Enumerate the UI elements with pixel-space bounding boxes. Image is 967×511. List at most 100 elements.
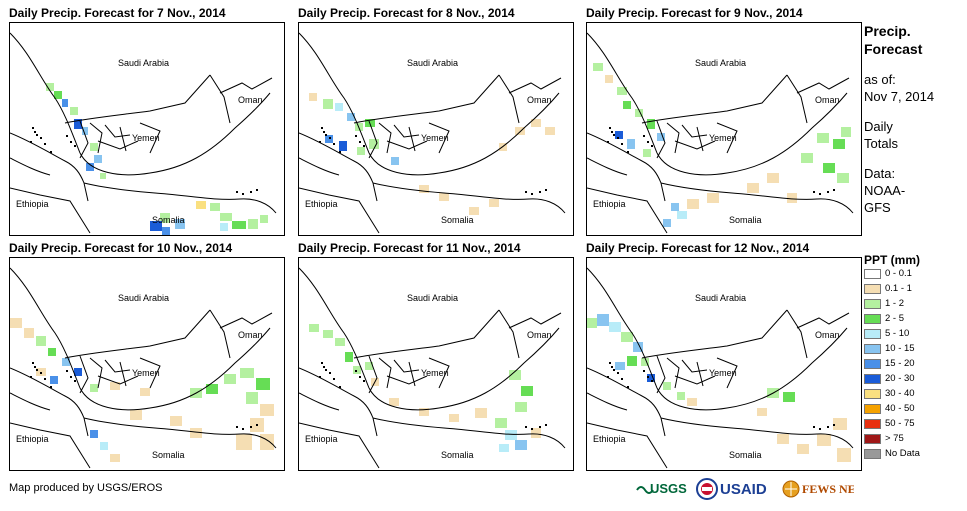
basemap-lines [299,32,566,234]
precip-cell [823,163,835,173]
precip-map: Saudi Arabia Oman Yemen Ethiopia Somalia [9,257,285,471]
precip-cell [605,75,613,83]
precip-cell [615,362,625,370]
country-label-ethiopia: Ethiopia [593,199,626,209]
precip-cell [260,404,274,416]
legend-swatch [864,434,881,444]
precip-cell [609,322,621,332]
country-label-ethiopia: Ethiopia [305,434,338,444]
country-label-saudi: Saudi Arabia [118,293,169,303]
precip-map: Saudi Arabia Oman Yemen Ethiopia Somalia [298,22,574,236]
legend-label: No Data [885,448,920,459]
precip-cell [335,338,345,346]
islands [30,362,258,430]
precip-cell [677,392,685,400]
precip-cell [240,368,254,378]
precip-cell [94,155,102,163]
precip-cell [236,434,252,450]
precip-cell [707,193,719,203]
precip-cell [100,442,108,450]
precip-cell [162,227,170,235]
precip-cell [256,378,270,390]
legend-swatch [864,359,881,369]
precip-cell [130,410,142,420]
legend-label: 5 - 10 [885,328,910,339]
precip-cell [837,448,851,462]
precip-cell [335,103,343,111]
precip-cell [357,147,365,155]
precip-cell [621,332,633,342]
precip-cell [449,414,459,422]
precip-cell [647,119,655,129]
legend-label: 0 - 0.1 [885,268,912,279]
precip-cells [309,93,555,215]
data-source-line2: NOAA- [864,183,906,198]
basemap-lines [10,32,277,234]
precip-map: Saudi Arabia Oman Yemen Ethiopia Somalia [586,22,862,236]
precip-cell [62,99,68,107]
precip-cell [309,93,317,101]
precip-cell [489,199,499,207]
data-source-line3: GFS [864,200,891,215]
precip-cell [190,428,202,438]
precip-cell [369,139,379,149]
map-svg: Saudi Arabia Oman Yemen Ethiopia Somalia [10,267,277,469]
country-label-saudi: Saudi Arabia [407,58,458,68]
precip-cell [515,440,527,450]
map-credit: Map produced by USGS/EROS [9,482,163,494]
country-label-ethiopia: Ethiopia [305,199,338,209]
precip-cell [833,418,847,430]
map-svg: Saudi Arabia Oman Yemen Ethiopia Somalia [587,267,854,469]
partner-logos: USGS USAID FEWS NET [636,476,864,502]
basemap-lines [10,267,277,469]
country-label-oman: Oman [238,95,263,105]
precip-cell [475,408,487,418]
precip-cell [767,173,779,183]
legend-title: PPT (mm) [864,253,921,267]
precip-map: Saudi Arabia Oman Yemen Ethiopia Somalia [298,257,574,471]
legend-swatch [864,299,881,309]
islands [30,127,258,195]
precip-cell [617,87,627,95]
asof-date: Nov 7, 2014 [864,89,935,104]
precip-cell [100,173,106,179]
precip-cell [633,342,643,352]
precip-cell [347,113,355,121]
precip-cell [260,434,274,450]
precip-map: Saudi Arabia Oman Yemen Ethiopia Somalia [586,257,862,471]
islands [607,127,835,195]
precip-cell [90,384,98,392]
precip-cell [260,215,268,223]
precip-cell [339,141,347,151]
legend-label: > 75 [885,433,904,444]
map-svg: Saudi Arabia Oman Yemen Ethiopia Somalia [299,267,566,469]
precip-cell [509,370,521,380]
precip-cell [623,101,631,109]
precip-cell [627,356,637,366]
precip-cell [50,376,58,384]
precip-cell [593,63,603,71]
basemap-lines [299,267,566,469]
legend-swatch [864,449,881,459]
panel-title: Daily Precip. Forecast for 11 Nov., 2014 [298,241,521,255]
panel-title: Daily Precip. Forecast for 9 Nov., 2014 [586,6,803,20]
country-label-yemen: Yemen [132,133,160,143]
precip-cell [74,368,82,376]
forecast-panel-11nov: Daily Precip. Forecast for 11 Nov., 2014… [298,241,574,473]
legend-swatch [864,404,881,414]
precip-cells [46,83,268,235]
legend-label: 15 - 20 [885,358,915,369]
precip-cell [345,352,353,362]
country-label-somalia: Somalia [152,450,185,460]
precip-cell [521,386,533,396]
forecast-panel-9nov: Daily Precip. Forecast for 9 Nov., 2014 … [586,6,862,238]
precip-cell [635,109,643,117]
country-label-oman: Oman [815,95,840,105]
legend-swatch [864,344,881,354]
totals-line2: Totals [864,136,898,151]
precip-cell [627,139,635,149]
country-label-yemen: Yemen [709,133,737,143]
precip-cell [777,434,789,444]
map-svg: Saudi Arabia Oman Yemen Ethiopia Somalia [10,32,277,235]
country-label-ethiopia: Ethiopia [593,434,626,444]
